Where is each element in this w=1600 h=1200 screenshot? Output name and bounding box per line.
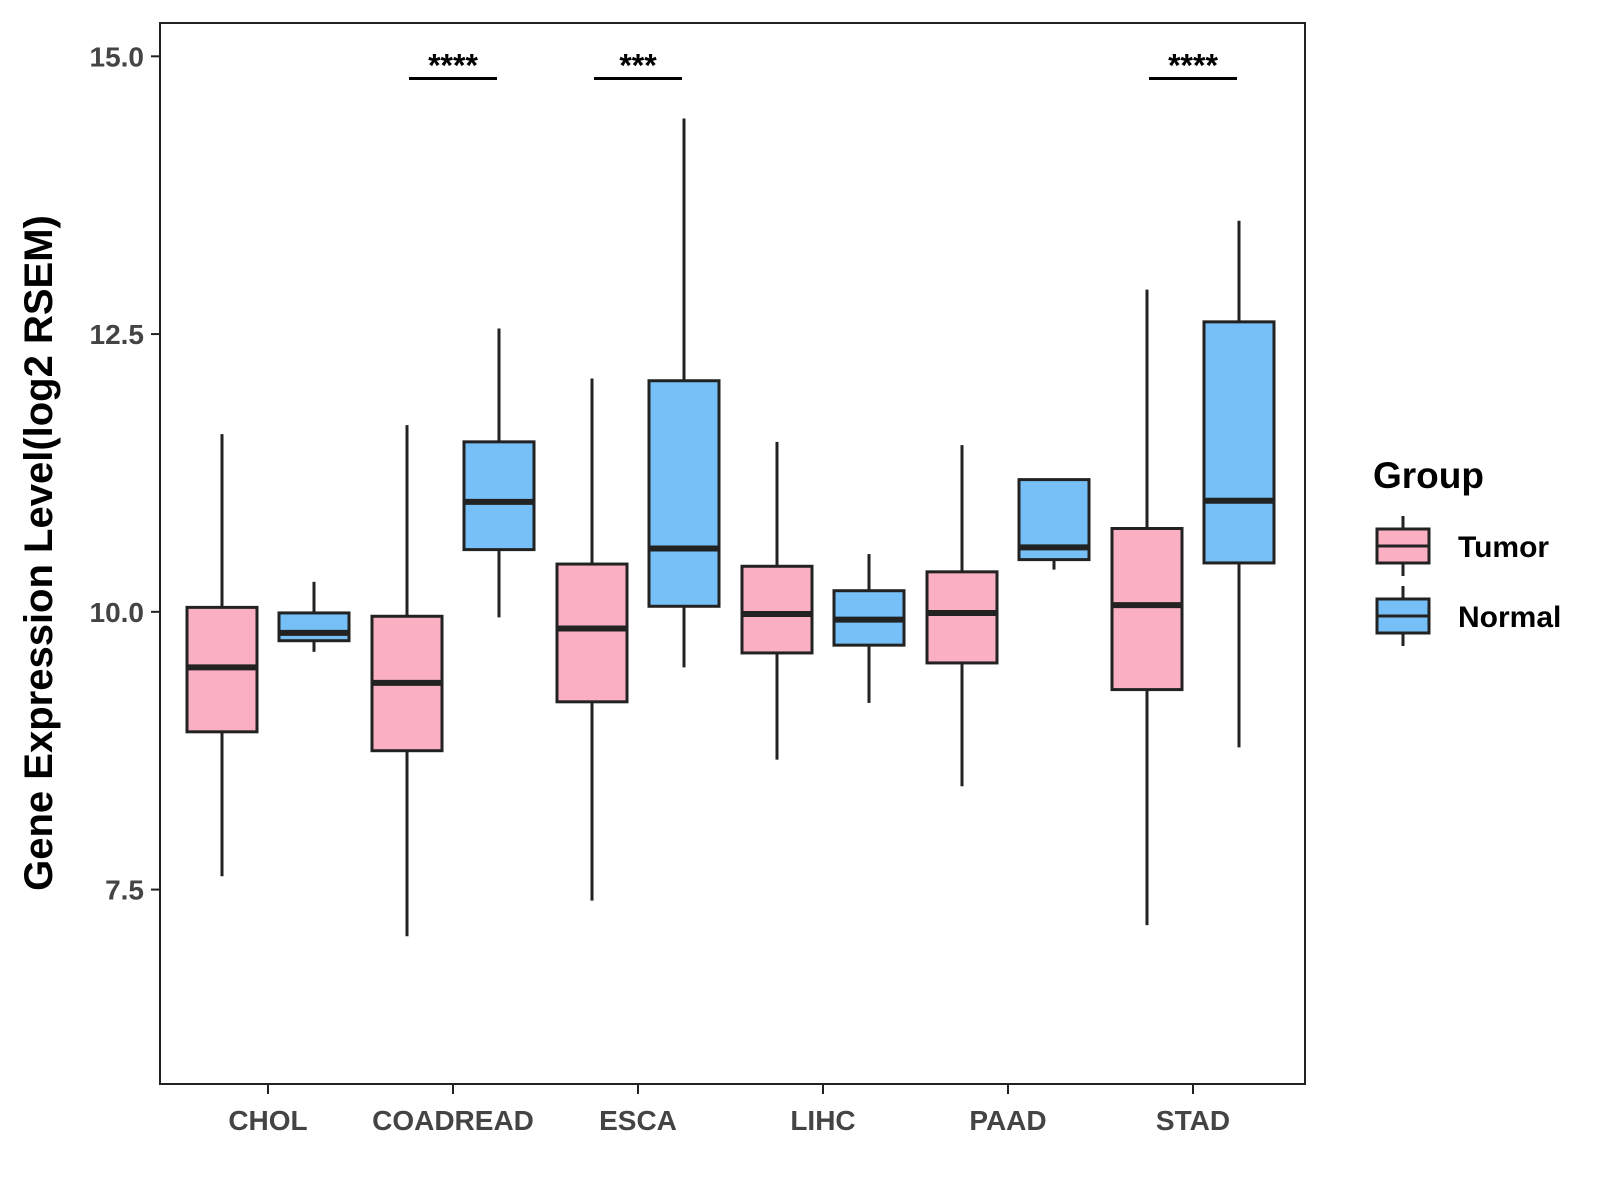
significance-label: **** — [1168, 48, 1218, 84]
box-normal-lihc — [832, 554, 906, 703]
x-tick-label: COADREAD — [372, 1105, 534, 1136]
y-tick-label: 10.0 — [90, 597, 145, 628]
box-tumor-coadread — [370, 425, 444, 937]
legend-title: Group — [1373, 455, 1484, 496]
box-iqr — [462, 440, 536, 552]
x-axis: CHOL COADREAD ESCA LIHC PAAD STAD — [228, 1084, 1230, 1136]
box-iqr — [277, 611, 351, 643]
box-iqr — [925, 570, 999, 665]
significance-label: *** — [619, 48, 657, 84]
box-iqr — [555, 562, 629, 704]
box-tumor-chol — [185, 434, 259, 877]
x-tick-label: ESCA — [599, 1105, 677, 1136]
y-tick-label: 7.5 — [105, 875, 144, 906]
legend: Group Tumor Normal — [1373, 455, 1561, 646]
y-tick-label: 12.5 — [90, 319, 145, 350]
legend-items: Tumor Normal — [1375, 516, 1561, 646]
legend-label: Tumor — [1458, 531, 1549, 564]
x-tick-label: LIHC — [790, 1105, 855, 1136]
boxes-layer — [185, 118, 1276, 937]
y-axis-title: Gene Expression Level(log2 RSEM) — [17, 215, 61, 891]
significance-label: **** — [428, 48, 478, 84]
box-normal-chol — [277, 581, 351, 652]
box-normal-paad — [1017, 478, 1091, 570]
y-axis: 7.5 10.0 12.5 15.0 — [90, 41, 160, 906]
plot-panel-border — [159, 22, 1306, 1085]
x-tick-label: STAD — [1156, 1105, 1230, 1136]
legend-item-tumor: Tumor — [1375, 516, 1549, 576]
legend-label: Normal — [1458, 601, 1561, 634]
box-normal-esca — [647, 118, 721, 668]
box-iqr — [647, 379, 721, 608]
box-normal-coadread — [462, 328, 536, 618]
box-iqr — [1202, 320, 1276, 565]
y-tick-label: 15.0 — [90, 41, 145, 72]
box-iqr — [1110, 527, 1184, 692]
box-tumor-lihc — [740, 441, 814, 760]
x-tick-label: CHOL — [228, 1105, 307, 1136]
box-tumor-paad — [925, 445, 999, 787]
legend-item-normal: Normal — [1375, 586, 1561, 646]
significance-annotations: **** *** **** — [409, 48, 1237, 84]
box-normal-stad — [1202, 220, 1276, 748]
box-iqr — [740, 564, 814, 655]
box-tumor-stad — [1110, 289, 1184, 926]
x-tick-label: PAAD — [969, 1105, 1046, 1136]
box-tumor-esca — [555, 378, 629, 901]
